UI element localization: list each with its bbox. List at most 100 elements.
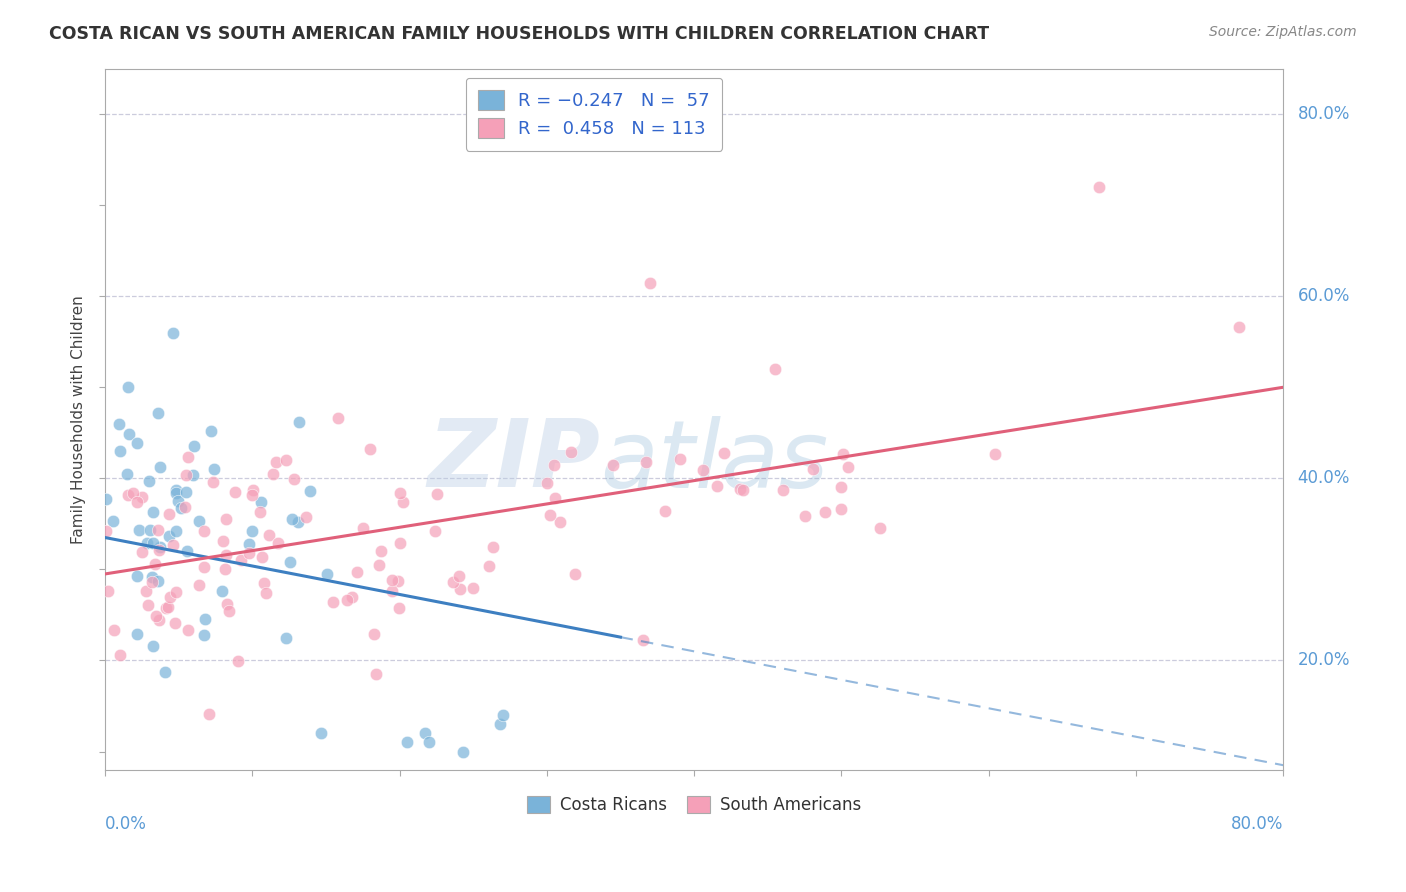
Point <box>415 726 437 740</box>
Point <box>117 380 139 394</box>
Point <box>728 482 751 496</box>
Point <box>381 584 404 599</box>
Point <box>238 537 260 551</box>
Point <box>193 560 215 574</box>
Point <box>837 460 859 475</box>
Text: 0.0%: 0.0% <box>105 815 146 833</box>
Point <box>146 523 169 537</box>
Point <box>143 558 166 572</box>
Point <box>165 483 187 497</box>
Point <box>346 565 368 579</box>
Point <box>176 543 198 558</box>
Point <box>352 521 374 535</box>
Point <box>174 467 197 482</box>
Point <box>287 515 309 529</box>
Point <box>830 479 852 493</box>
Point <box>814 505 837 519</box>
Point <box>388 486 411 500</box>
Point <box>326 411 349 425</box>
Point <box>194 612 217 626</box>
Point <box>322 594 344 608</box>
Text: Source: ZipAtlas.com: Source: ZipAtlas.com <box>1209 25 1357 39</box>
Point <box>492 708 515 723</box>
Point <box>193 524 215 538</box>
Point <box>229 553 252 567</box>
Point <box>118 427 141 442</box>
Point <box>425 524 447 538</box>
Point <box>162 326 184 340</box>
Point <box>127 495 149 509</box>
Point <box>692 463 714 477</box>
Point <box>138 474 160 488</box>
Point <box>224 484 246 499</box>
Point <box>387 574 409 588</box>
Text: COSTA RICAN VS SOUTH AMERICAN FAMILY HOUSEHOLDS WITH CHILDREN CORRELATION CHART: COSTA RICAN VS SOUTH AMERICAN FAMILY HOU… <box>49 25 990 43</box>
Point <box>359 442 381 457</box>
Point <box>634 454 657 468</box>
Point <box>264 455 287 469</box>
Point <box>294 509 316 524</box>
Point <box>103 624 125 638</box>
Point <box>201 475 224 489</box>
Point <box>713 446 735 460</box>
Point <box>135 536 157 550</box>
Point <box>159 507 181 521</box>
Point <box>316 566 339 581</box>
Point <box>267 535 290 549</box>
Legend: Costa Ricans, South Americans: Costa Ricans, South Americans <box>520 789 869 821</box>
Point <box>654 504 676 518</box>
Point <box>148 543 170 558</box>
Point <box>148 406 170 420</box>
Point <box>94 491 117 506</box>
Point <box>482 540 505 554</box>
Point <box>274 453 297 467</box>
Point <box>536 476 558 491</box>
Point <box>135 583 157 598</box>
Point <box>162 538 184 552</box>
Text: atlas: atlas <box>600 416 828 507</box>
Point <box>153 665 176 679</box>
Point <box>602 458 624 472</box>
Point <box>176 623 198 637</box>
Point <box>242 488 264 502</box>
Point <box>706 479 728 493</box>
Point <box>165 524 187 538</box>
Point <box>141 570 163 584</box>
Point <box>215 512 238 526</box>
Point <box>381 573 404 587</box>
Point <box>1088 180 1111 194</box>
Point <box>174 500 197 515</box>
Point <box>538 508 561 522</box>
Point <box>226 654 249 668</box>
Point <box>240 524 263 538</box>
Point <box>274 631 297 645</box>
Point <box>141 574 163 589</box>
Point <box>101 515 124 529</box>
Point <box>215 597 238 611</box>
Point <box>763 362 786 376</box>
Point <box>392 495 415 509</box>
Point <box>794 509 817 524</box>
Point <box>249 505 271 519</box>
Point <box>238 546 260 560</box>
Text: 40.0%: 40.0% <box>1298 469 1350 487</box>
Point <box>418 735 440 749</box>
Point <box>170 500 193 515</box>
Point <box>544 491 567 505</box>
Point <box>148 613 170 627</box>
Point <box>254 586 277 600</box>
Y-axis label: Family Households with Children: Family Households with Children <box>72 294 86 543</box>
Point <box>215 548 238 562</box>
Point <box>830 501 852 516</box>
Text: 80.0%: 80.0% <box>1230 815 1284 833</box>
Point <box>262 467 284 481</box>
Point <box>163 616 186 631</box>
Point <box>283 471 305 485</box>
Point <box>108 444 131 458</box>
Point <box>450 582 472 597</box>
Point <box>187 514 209 528</box>
Point <box>257 528 280 542</box>
Point <box>441 575 464 590</box>
Point <box>149 540 172 554</box>
Point <box>543 458 565 472</box>
